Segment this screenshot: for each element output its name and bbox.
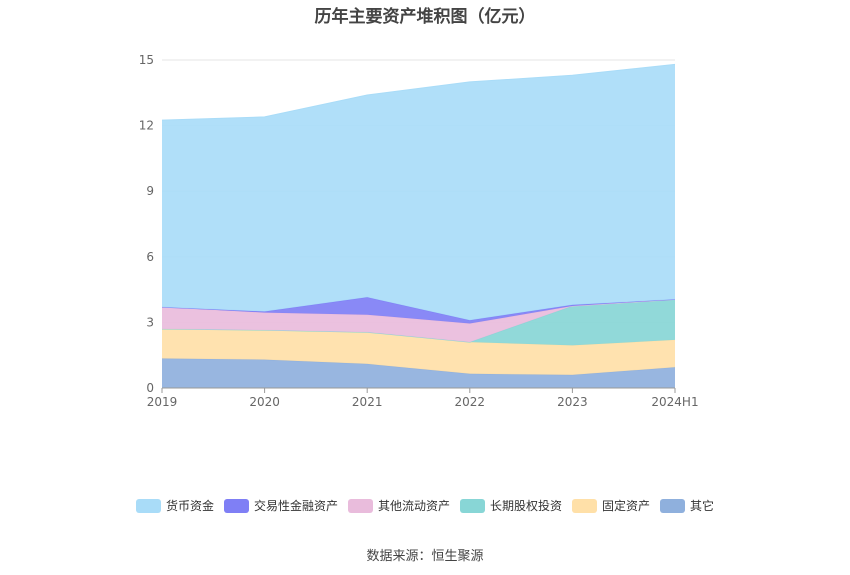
legend-label: 长期股权投资 — [490, 499, 563, 513]
chart-title: 历年主要资产堆积图（亿元） — [314, 7, 536, 27]
source-note: 数据来源：恒生聚源 — [366, 549, 484, 564]
legend-item[interactable]: 长期股权投资 — [460, 497, 562, 514]
legend-label: 货币资金 — [165, 499, 214, 513]
area-series-2 — [162, 299, 675, 346]
area-series-0 — [162, 358, 675, 388]
legend-item[interactable]: 交易性金融资产 — [223, 497, 338, 514]
y-tick-label: 0 — [146, 381, 154, 395]
legend: 货币资金 交易性金融资产 其他流动资产 长期股权投资 固定资产 其它 — [0, 497, 850, 514]
y-tick-label: 9 — [146, 184, 154, 198]
x-tick-label: 2021 — [352, 395, 383, 409]
legend-swatch — [460, 498, 485, 513]
x-tick-label: 2019 — [147, 395, 178, 409]
y-tick-label: 6 — [146, 250, 154, 264]
legend-swatch — [223, 498, 249, 513]
y-tick-label: 15 — [139, 53, 154, 67]
x-tick-label: 2022 — [455, 395, 486, 409]
legend-item[interactable]: 固定资产 — [572, 497, 650, 514]
area-series-1 — [162, 329, 675, 375]
legend-swatch — [572, 498, 598, 513]
legend-swatch — [135, 498, 161, 513]
legend-label: 其他流动资产 — [377, 499, 450, 513]
legend-label: 交易性金融资产 — [253, 499, 338, 513]
x-tick-label: 2020 — [249, 395, 280, 409]
legend-swatch — [347, 498, 373, 513]
legend-label: 固定资产 — [602, 499, 651, 513]
legend-swatch — [660, 498, 686, 513]
x-tick-label: 2023 — [557, 395, 588, 409]
area-series — [161, 63, 676, 388]
area-series-4 — [162, 297, 675, 324]
legend-item[interactable]: 其它 — [660, 497, 714, 514]
legend-item[interactable]: 其他流动资产 — [347, 497, 450, 514]
x-tick-label: 2024H1 — [651, 395, 698, 409]
y-tick-label: 3 — [146, 315, 154, 329]
legend-item[interactable]: 货币资金 — [135, 497, 214, 514]
area-line-5 — [161, 63, 676, 121]
axes: 0 3 6 9 12 15 2019 2020 2021 2022 2023 2024H1 — [139, 53, 699, 409]
area-series-3 — [162, 299, 675, 343]
area-series-5 — [162, 64, 675, 321]
legend-label: 其它 — [690, 499, 715, 513]
y-tick-label: 12 — [139, 119, 154, 133]
